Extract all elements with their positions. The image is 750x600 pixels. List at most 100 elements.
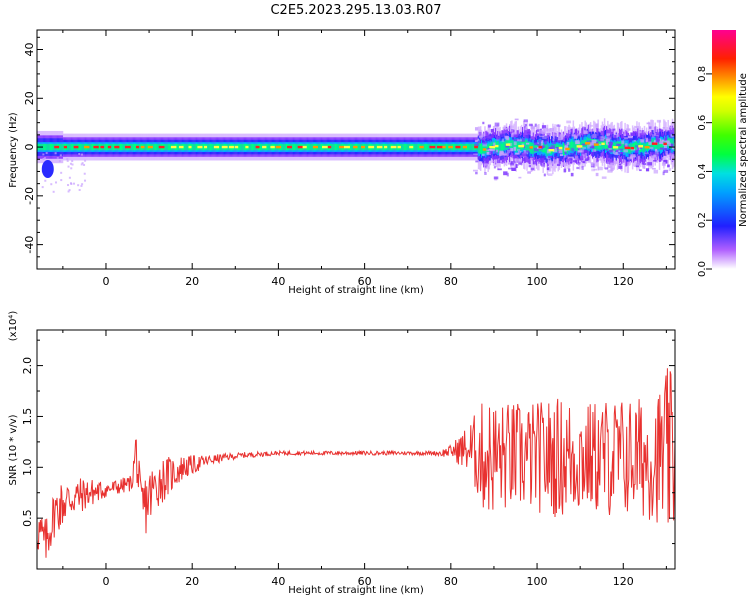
heatmap-cell xyxy=(645,137,649,142)
heatmap-cell xyxy=(42,143,44,151)
heatmap-cell xyxy=(552,148,558,153)
heatmap-cell xyxy=(513,141,515,151)
heatmap-cell xyxy=(156,143,159,151)
heatmap-cell xyxy=(592,134,597,138)
heatmap-cell xyxy=(608,141,612,144)
heatmap-cell xyxy=(79,143,81,151)
heatmap-cell xyxy=(501,138,505,143)
heatmap-cell xyxy=(604,138,607,150)
heatmap-cell xyxy=(559,154,563,157)
heatmap-cell xyxy=(468,143,470,151)
heatmap-cell xyxy=(548,155,553,159)
heatmap-cell xyxy=(602,158,606,161)
heatmap-cell xyxy=(650,152,656,155)
heatmap-cell xyxy=(510,161,513,164)
x-tick-label: 0 xyxy=(102,575,109,588)
heatmap-cell xyxy=(572,160,578,163)
heatmap-cell xyxy=(568,168,571,172)
heatmap-cell xyxy=(52,143,54,151)
heatmap-cell xyxy=(406,143,409,151)
heatmap-cell xyxy=(482,141,487,145)
heatmap-cell xyxy=(245,145,249,149)
y-tick-label: 1.5 xyxy=(21,408,34,426)
heatmap-cell xyxy=(484,172,487,175)
heatmap-cell xyxy=(499,151,504,155)
heatmap-cell xyxy=(497,159,501,164)
heatmap-cell xyxy=(283,143,286,151)
heatmap-cell xyxy=(573,135,578,139)
heatmap-cell xyxy=(515,140,517,153)
heatmap-cell xyxy=(349,143,352,151)
heatmap-cell xyxy=(113,143,115,151)
heatmap-cell xyxy=(395,143,398,151)
heatmap-cell xyxy=(655,139,660,143)
heatmap-cell xyxy=(78,188,81,191)
heatmap-cell xyxy=(470,143,472,151)
heatmap-cell xyxy=(526,131,531,134)
heatmap-cell xyxy=(248,143,250,151)
heatmap-cell xyxy=(517,139,522,142)
heatmap-cell xyxy=(538,145,543,149)
heatmap-cell xyxy=(584,158,589,162)
heatmap-cell xyxy=(502,126,506,130)
heatmap-cell xyxy=(513,141,517,146)
heatmap-cell xyxy=(208,143,210,151)
heatmap-cell xyxy=(654,150,659,154)
heatmap-cell xyxy=(266,143,269,151)
heatmap-cell xyxy=(212,143,215,151)
heatmap-cell xyxy=(77,184,80,187)
heatmap-cell xyxy=(260,143,262,151)
heatmap-cell xyxy=(528,141,530,152)
heatmap-cell xyxy=(455,145,461,149)
heatmap-cell xyxy=(574,129,578,134)
heatmap-cell xyxy=(122,143,124,151)
heatmap-cell xyxy=(140,145,145,149)
heatmap-cell xyxy=(397,145,401,149)
heatmap-cell xyxy=(645,168,650,172)
heatmap-cell xyxy=(673,139,675,144)
heatmap-cell xyxy=(605,141,608,145)
x-tick-label: 0 xyxy=(102,275,109,288)
heatmap-cell xyxy=(281,143,284,151)
heatmap-cell xyxy=(662,139,667,142)
heatmap-cell xyxy=(353,145,358,149)
heatmap-cell xyxy=(404,143,406,151)
heatmap-cell xyxy=(515,152,520,155)
heatmap-cell xyxy=(121,143,123,151)
heatmap-cell xyxy=(635,149,639,153)
heatmap-cell xyxy=(510,133,515,138)
heatmap-cell xyxy=(80,163,83,166)
heatmap-cell xyxy=(568,156,573,159)
heatmap-cell xyxy=(343,145,350,149)
heatmap-cell xyxy=(41,160,54,179)
snr-y-ticks: 0.5 1.0 1.5 2.0 xyxy=(21,339,675,545)
heatmap-cell xyxy=(536,142,539,144)
heatmap-cell xyxy=(526,150,530,153)
heatmap-cell xyxy=(633,131,637,134)
heatmap-cell xyxy=(639,169,642,172)
heatmap-cell xyxy=(43,143,45,151)
heatmap-cell xyxy=(454,143,456,151)
heatmap-cell xyxy=(582,163,585,168)
heatmap-cell xyxy=(574,156,579,161)
x-tick-label: 60 xyxy=(358,575,372,588)
heatmap-cell xyxy=(209,143,211,151)
heatmap-cell xyxy=(539,135,545,138)
heatmap-cell xyxy=(590,124,594,127)
heatmap-cell xyxy=(670,155,675,159)
heatmap-cell xyxy=(291,143,293,151)
heatmap-cell xyxy=(626,157,632,160)
heatmap-cell xyxy=(629,142,632,154)
heatmap-cell xyxy=(494,159,499,163)
heatmap-cell xyxy=(253,143,256,151)
colorbar-tick-label: 0.2 xyxy=(697,212,708,228)
heatmap-cell xyxy=(490,134,494,138)
heatmap-cell xyxy=(659,147,664,150)
heatmap-cell xyxy=(556,146,561,151)
heatmap-cell xyxy=(482,142,487,147)
heatmap-cell xyxy=(195,143,197,151)
heatmap-cell xyxy=(612,128,616,131)
heatmap-cell xyxy=(509,125,514,129)
heatmap-cell xyxy=(475,160,479,163)
heatmap-cell xyxy=(472,143,474,151)
